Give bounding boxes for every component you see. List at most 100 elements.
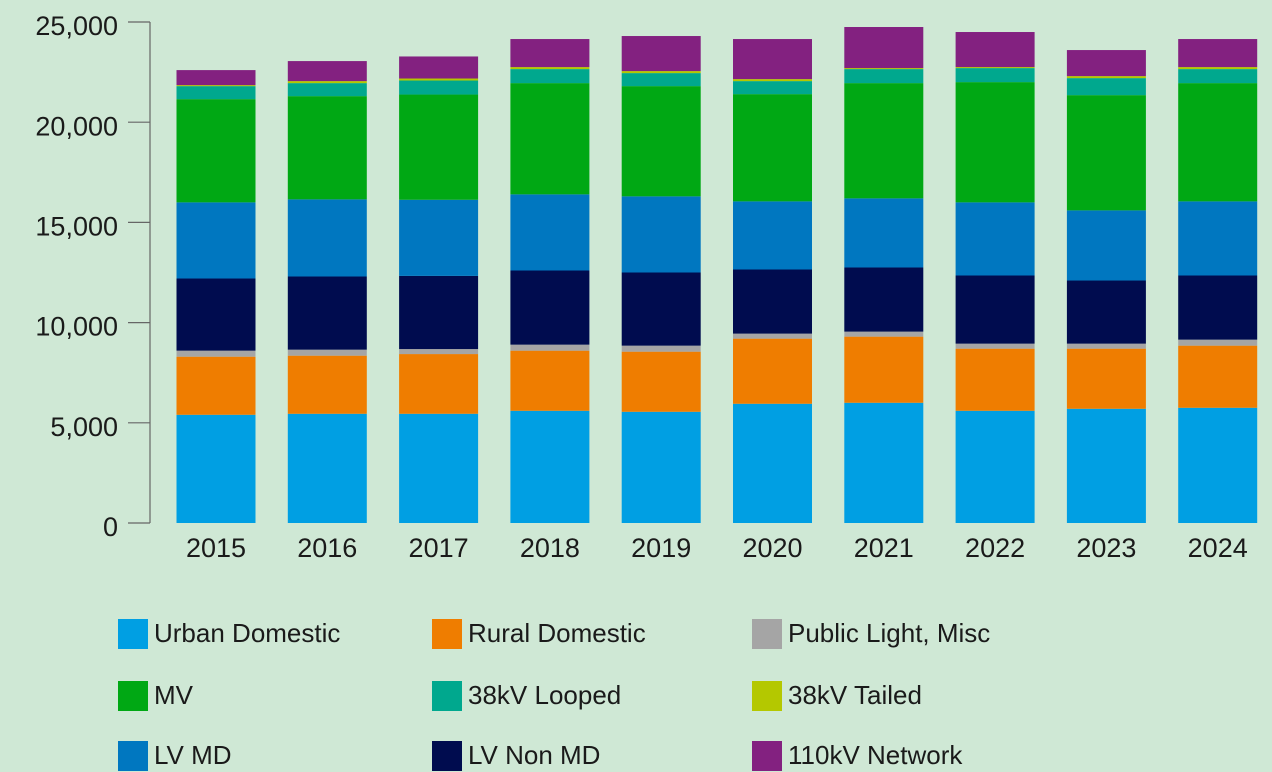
bar-segment bbox=[621, 345, 701, 352]
bar-segment bbox=[287, 61, 367, 82]
x-tick-label: 2018 bbox=[520, 533, 580, 563]
bar-segment bbox=[176, 86, 256, 100]
bar-segment bbox=[844, 68, 924, 70]
legend-swatch bbox=[432, 619, 462, 649]
bar-segment bbox=[955, 410, 1035, 523]
bar-segment bbox=[733, 201, 812, 270]
bar-segment bbox=[287, 96, 367, 200]
bar-segment bbox=[399, 349, 479, 355]
bar-segment bbox=[510, 410, 590, 523]
legend-label: LV Non MD bbox=[468, 740, 600, 770]
bar-segment bbox=[844, 336, 924, 403]
bar-segment bbox=[399, 275, 479, 350]
bar-segment bbox=[176, 70, 256, 86]
legend-swatch bbox=[432, 741, 462, 771]
bar-segment bbox=[621, 351, 701, 412]
bar-segment bbox=[733, 333, 812, 339]
y-tick-label: 15,000 bbox=[35, 212, 118, 242]
bar-segment bbox=[1178, 407, 1258, 523]
bar-segment bbox=[1066, 348, 1146, 409]
bar-segment bbox=[399, 199, 479, 276]
bar-segment bbox=[733, 39, 812, 80]
bar-segment bbox=[621, 272, 701, 346]
bar-segment bbox=[287, 83, 367, 97]
x-tick-label: 2022 bbox=[965, 533, 1025, 563]
bar-segment bbox=[510, 67, 590, 70]
bar-segment bbox=[510, 350, 590, 411]
bar-segment bbox=[621, 71, 701, 74]
bar-segment bbox=[955, 68, 1035, 83]
bar-segment bbox=[399, 80, 479, 95]
y-tick-label: 5,000 bbox=[50, 412, 118, 442]
bar-segment bbox=[1178, 69, 1258, 84]
bar-segment bbox=[955, 275, 1035, 344]
bar-segment bbox=[621, 73, 701, 87]
bar-segment bbox=[1178, 201, 1258, 276]
bar-segment bbox=[1066, 76, 1146, 79]
y-tick-label: 10,000 bbox=[35, 312, 118, 342]
bar-segment bbox=[176, 350, 256, 357]
bar-segment bbox=[1178, 83, 1258, 202]
bar-segment bbox=[510, 270, 590, 345]
y-tick-label: 0 bbox=[103, 512, 118, 542]
x-tick-label: 2019 bbox=[631, 533, 691, 563]
bar-segment bbox=[733, 81, 812, 95]
bar-segment bbox=[399, 78, 479, 81]
bar-segment bbox=[1178, 339, 1258, 346]
legend-label: Rural Domestic bbox=[468, 618, 646, 648]
bar-segment bbox=[510, 83, 590, 195]
legend-label: 38kV Looped bbox=[468, 680, 621, 710]
bar-segment bbox=[733, 403, 812, 523]
x-tick-label: 2020 bbox=[742, 533, 802, 563]
bar-segment bbox=[176, 356, 256, 415]
bar-segment bbox=[844, 83, 924, 199]
bar-segment bbox=[955, 202, 1035, 276]
bar-segment bbox=[287, 355, 367, 414]
legend-swatch bbox=[432, 681, 462, 711]
bar-segment bbox=[176, 99, 256, 203]
legend-swatch bbox=[752, 681, 782, 711]
bar-segment bbox=[1178, 67, 1258, 70]
bar-segment bbox=[176, 202, 256, 279]
bar-segment bbox=[510, 344, 590, 351]
bar-segment bbox=[287, 349, 367, 356]
bar-segment bbox=[1178, 345, 1258, 408]
bar-segment bbox=[1066, 95, 1146, 211]
bar-segment bbox=[955, 82, 1035, 203]
legend-swatch bbox=[752, 741, 782, 771]
bar-segment bbox=[621, 86, 701, 197]
legend-label: MV bbox=[154, 680, 194, 710]
x-tick-label: 2015 bbox=[186, 533, 246, 563]
bar-segment bbox=[287, 81, 367, 84]
x-tick-label: 2016 bbox=[297, 533, 357, 563]
legend-label: 38kV Tailed bbox=[788, 680, 922, 710]
bar-segment bbox=[1066, 343, 1146, 349]
legend-label: 110kV Network bbox=[788, 740, 963, 770]
bar-segment bbox=[287, 276, 367, 350]
bar-segment bbox=[510, 69, 590, 84]
bar-segment bbox=[733, 79, 812, 82]
x-tick-label: 2024 bbox=[1188, 533, 1248, 563]
x-tick-label: 2017 bbox=[409, 533, 469, 563]
bar-segment bbox=[399, 413, 479, 523]
bar-segment bbox=[621, 196, 701, 273]
bar-segment bbox=[621, 36, 701, 72]
bar-segment bbox=[1066, 408, 1146, 523]
bar-segment bbox=[1066, 50, 1146, 77]
bar-segment bbox=[399, 354, 479, 414]
bar-segment bbox=[733, 269, 812, 334]
bar-segment bbox=[844, 198, 924, 268]
legend-label: Public Light, Misc bbox=[788, 618, 990, 648]
bar-segment bbox=[510, 39, 590, 68]
legend-label: Urban Domestic bbox=[154, 618, 340, 648]
bar-segment bbox=[844, 331, 924, 337]
bar-segment bbox=[1178, 39, 1258, 68]
bar-segment bbox=[955, 67, 1035, 69]
legend-swatch bbox=[118, 681, 148, 711]
bar-segment bbox=[176, 414, 256, 523]
bar-segment bbox=[287, 199, 367, 277]
bar-segment bbox=[399, 56, 479, 79]
legend-swatch bbox=[118, 741, 148, 771]
bar-segment bbox=[1066, 78, 1146, 96]
